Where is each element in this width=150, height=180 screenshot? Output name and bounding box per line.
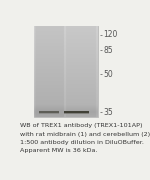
Text: 120: 120 [104,30,118,39]
Text: 1:500 antibody dilution in DiluOBuffer.: 1:500 antibody dilution in DiluOBuffer. [20,140,144,145]
Text: with rat midbrain (1) and cerebellum (2).: with rat midbrain (1) and cerebellum (2)… [20,132,150,137]
Text: Apparent MW is 36 kDa.: Apparent MW is 36 kDa. [20,148,97,153]
Text: WB of TREX1 antibody (TREX1-101AP): WB of TREX1 antibody (TREX1-101AP) [20,123,142,129]
Text: 50: 50 [104,70,113,79]
Text: 85: 85 [104,46,113,55]
Bar [34,26,98,117]
Text: 35: 35 [104,108,113,117]
